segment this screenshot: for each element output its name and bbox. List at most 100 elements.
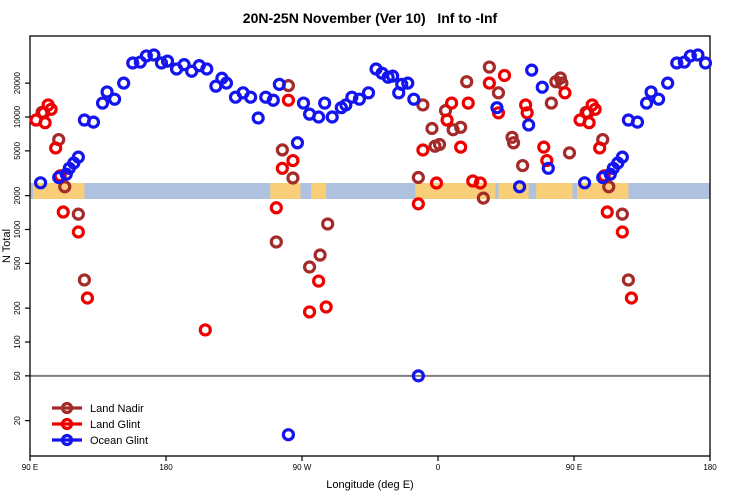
data-point — [460, 75, 474, 89]
legend-label: Ocean Glint — [90, 435, 148, 447]
data-point — [286, 153, 300, 168]
data-point — [698, 56, 713, 70]
data-point — [670, 56, 684, 70]
data-point — [71, 207, 85, 221]
data-point — [577, 176, 592, 190]
data-point — [312, 274, 326, 288]
y-axis-title: N Total — [1, 229, 13, 263]
data-point — [108, 92, 122, 106]
y-tick-label: 200 — [13, 301, 22, 315]
data-point — [312, 110, 326, 124]
data-point — [525, 63, 539, 77]
y-tick-label: 2000 — [13, 186, 22, 204]
y-tick-label: 100 — [13, 335, 22, 349]
data-point — [615, 207, 629, 221]
data-point — [325, 110, 339, 124]
data-point — [624, 291, 639, 305]
data-point — [160, 54, 175, 68]
data-point — [615, 225, 629, 239]
map-band-land — [270, 183, 301, 199]
y-tick-label: 500 — [13, 256, 22, 270]
x-tick-label: 0 — [436, 463, 441, 472]
y-tick-label: 10000 — [13, 105, 22, 128]
data-point — [281, 93, 295, 107]
data-point — [345, 90, 359, 104]
data-point — [476, 191, 490, 205]
data-point — [411, 369, 425, 383]
x-tick-label: 90 E — [566, 463, 582, 472]
data-point — [691, 48, 705, 62]
data-point — [573, 113, 587, 127]
data-point — [416, 98, 430, 112]
data-point — [77, 273, 92, 287]
data-point — [562, 146, 577, 160]
data-point — [401, 76, 415, 90]
axes: 90 E 180 90 W 0 90 E 180 20 50 100 200 500 1000 2000… — [13, 35, 717, 472]
data-point — [352, 92, 367, 106]
data-point — [198, 323, 212, 337]
x-axis-title: Longitude (deg E) — [326, 479, 413, 491]
data-point — [506, 136, 521, 150]
data-point — [593, 141, 607, 155]
legend-label: Land Glint — [90, 419, 140, 431]
plot-box — [29, 35, 711, 457]
data-points — [29, 48, 713, 442]
data-point — [71, 150, 85, 164]
data-point — [520, 106, 534, 120]
map-band-land — [498, 183, 529, 199]
x-tick-label: 90 W — [293, 463, 312, 472]
data-point — [440, 113, 454, 127]
legend: Land Nadir Land Glint Ocean Glint — [52, 401, 148, 447]
data-point — [272, 77, 286, 91]
data-point — [432, 137, 447, 152]
data-point — [33, 176, 48, 190]
data-point — [219, 76, 234, 90]
data-point — [71, 225, 85, 239]
data-point — [661, 76, 675, 90]
data-point — [361, 86, 376, 100]
data-point — [302, 305, 317, 319]
data-point — [95, 96, 110, 110]
legend-marker — [60, 433, 74, 447]
legend-marker — [60, 401, 74, 415]
data-point — [177, 58, 191, 72]
data-point — [117, 76, 131, 90]
y-tick-label: 20000 — [13, 71, 22, 94]
data-point — [100, 85, 114, 99]
data-point — [482, 60, 496, 74]
data-point — [44, 102, 58, 116]
data-point — [29, 113, 43, 127]
data-point — [296, 96, 311, 110]
data-point — [558, 86, 572, 100]
data-point — [80, 291, 95, 305]
data-point — [544, 96, 558, 110]
data-point — [386, 69, 400, 83]
legend-label: Land Nadir — [90, 403, 144, 415]
data-point — [318, 96, 332, 110]
data-point — [466, 174, 480, 188]
data-point — [281, 428, 295, 442]
data-point — [621, 273, 636, 287]
data-point — [615, 150, 629, 164]
data-point — [86, 115, 101, 129]
map-band-land — [536, 183, 573, 199]
data-point — [286, 171, 300, 185]
data-point — [519, 98, 533, 112]
map-band-land — [33, 183, 85, 199]
data-point — [461, 96, 475, 110]
data-point — [302, 260, 317, 274]
map-band-land — [577, 183, 629, 199]
y-tick-label: 50 — [13, 371, 22, 380]
data-point — [275, 143, 289, 157]
data-point — [251, 111, 265, 125]
data-point — [266, 93, 280, 107]
data-point — [244, 90, 258, 104]
data-point — [490, 101, 504, 115]
x-tick-label: 180 — [703, 463, 717, 472]
data-point — [454, 120, 468, 134]
data-point — [602, 180, 616, 194]
data-point — [644, 85, 658, 99]
y-tick-label: 5000 — [13, 141, 22, 159]
data-point — [639, 96, 654, 110]
